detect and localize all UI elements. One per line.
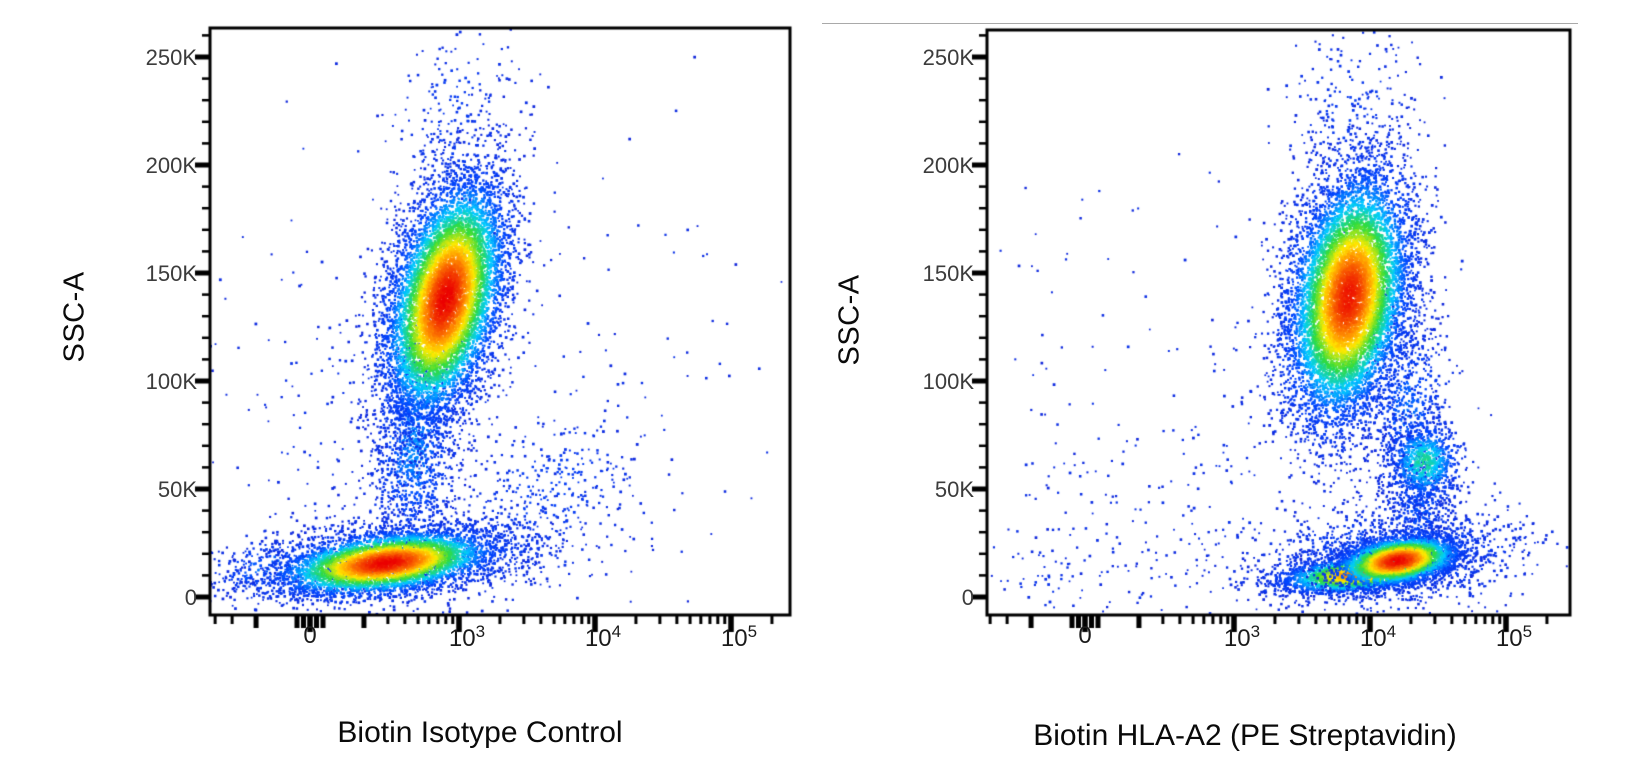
- x-tick-label: 105: [720, 622, 758, 652]
- y-tick-label: 200K: [145, 153, 197, 178]
- y-tick-label: 250K: [145, 45, 197, 70]
- y-axis-title-right: SSC-A: [833, 274, 866, 366]
- x-tick-label: 105: [1495, 622, 1533, 652]
- y-tick-label: 50K: [157, 477, 197, 502]
- x-tick-label: 104: [1359, 622, 1397, 652]
- x-tick-label: 0: [303, 622, 317, 649]
- x-tick-label: 103: [448, 622, 486, 652]
- x-tick-label: 104: [584, 622, 622, 652]
- x-axis-title-left: Biotin Isotype Control: [337, 716, 623, 749]
- y-tick-label: 50K: [934, 477, 974, 502]
- x-axis-title-right: Biotin HLA-A2 (PE Streptavidin): [1033, 719, 1457, 752]
- y-tick-label: 200K: [922, 153, 974, 178]
- right-panel-image-border: [822, 23, 1578, 24]
- y-tick-label: 150K: [145, 261, 197, 286]
- y-tick-label: 0: [184, 585, 197, 610]
- y-tick-label: 0: [961, 585, 974, 610]
- y-tick-label: 250K: [922, 45, 974, 70]
- x-tick-label: 103: [1223, 622, 1261, 652]
- y-tick-label: 150K: [922, 261, 974, 286]
- x-tick-label: 0: [1078, 622, 1092, 649]
- y-tick-label: 100K: [145, 369, 197, 394]
- y-tick-label: 100K: [922, 369, 974, 394]
